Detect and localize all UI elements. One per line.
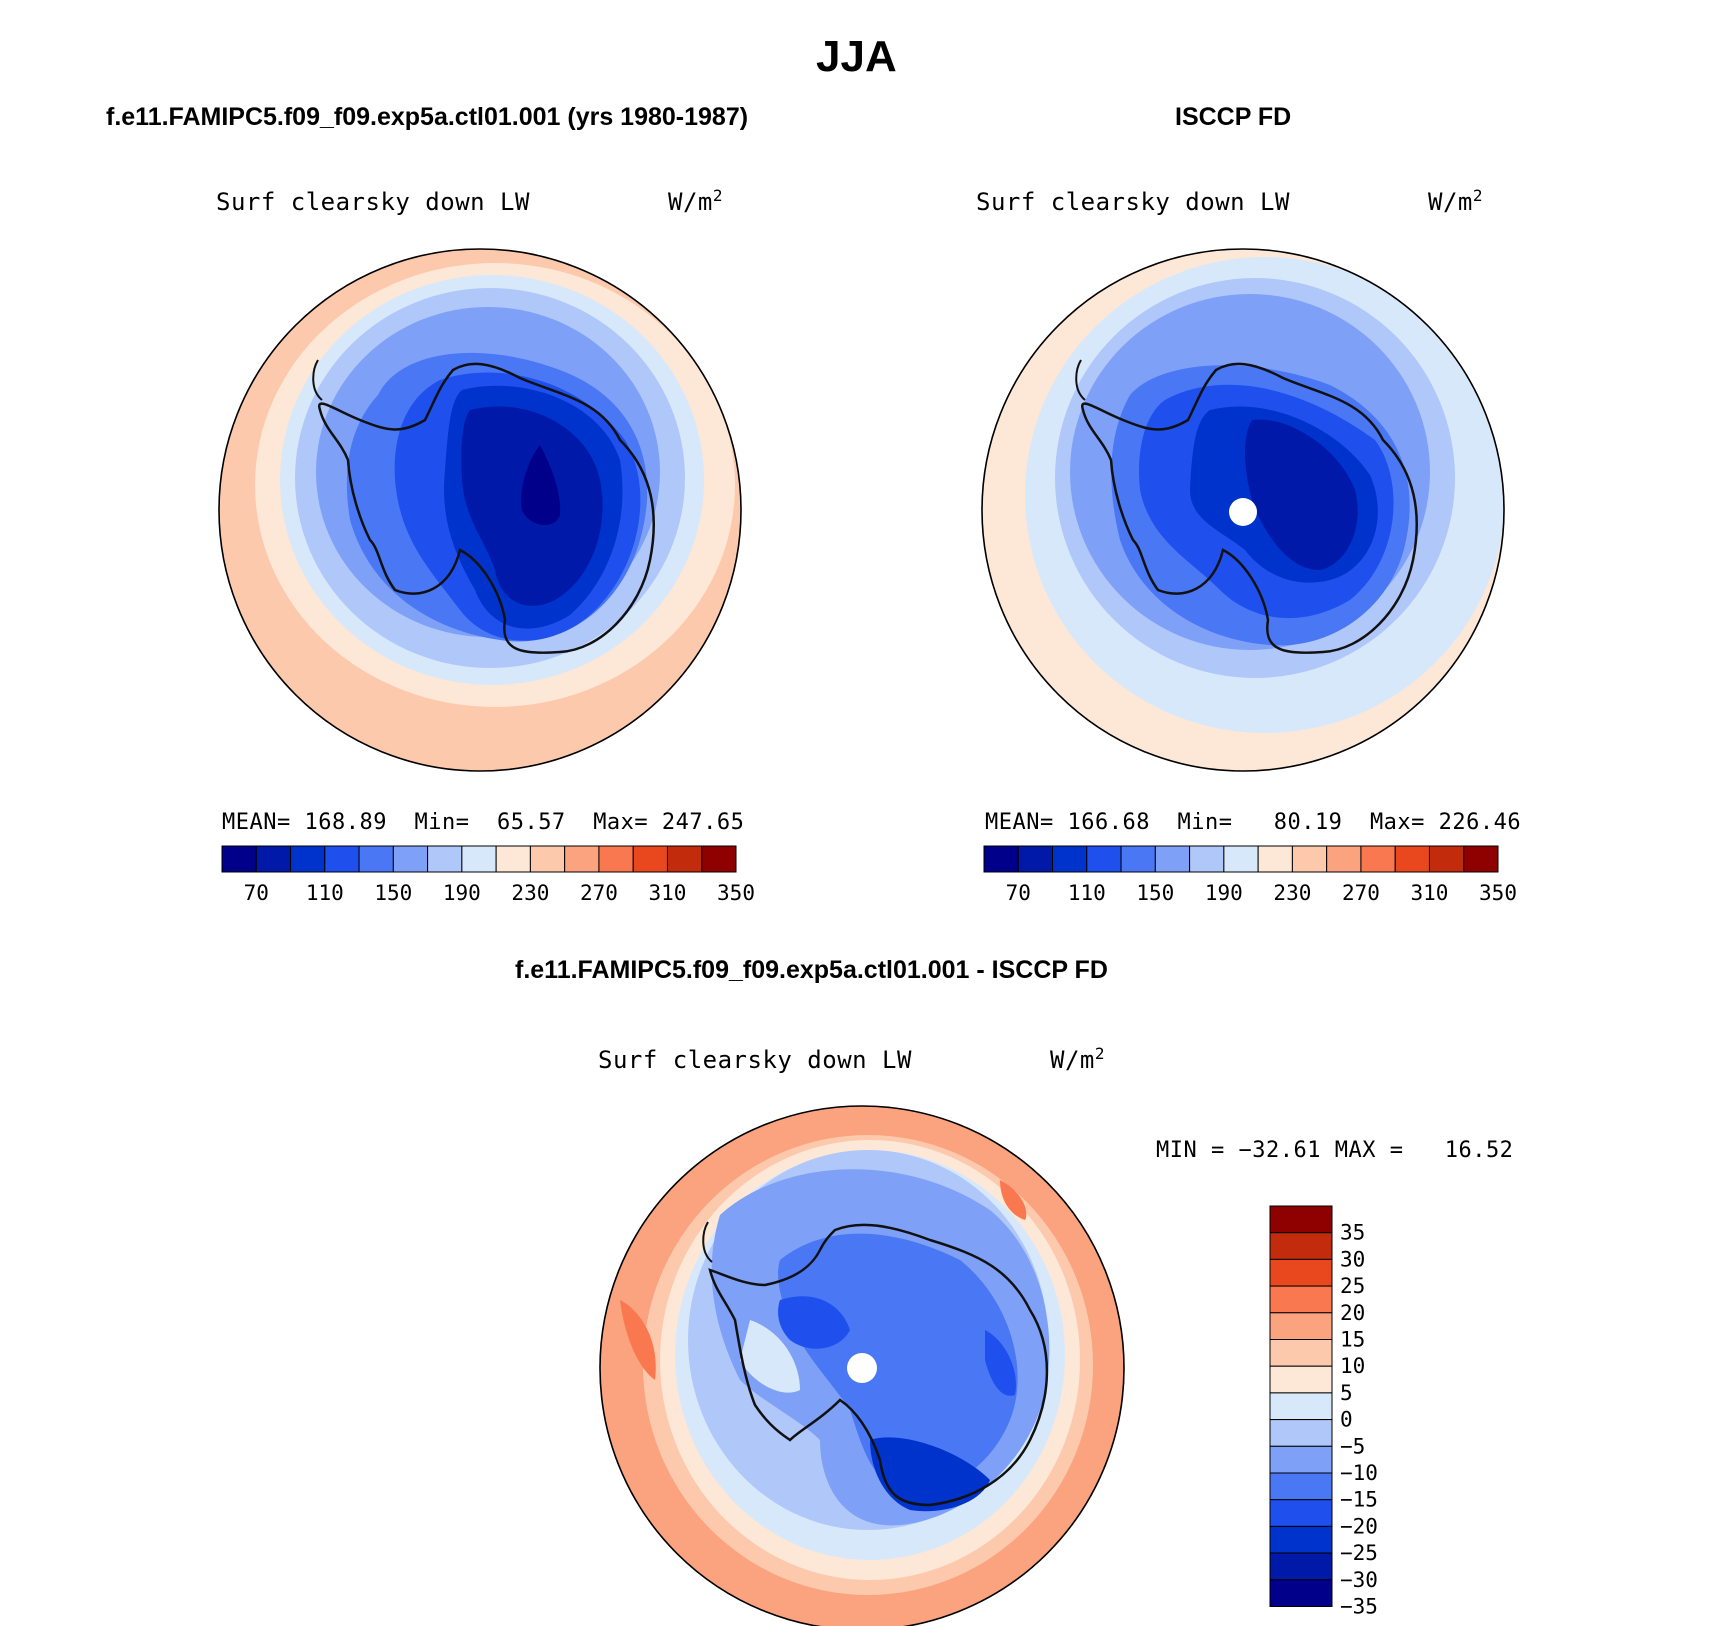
colorbar-model-swatch [598, 845, 634, 873]
colorbar-model-swatch [495, 845, 531, 873]
colorbar-model-tick-label: 190 [443, 881, 481, 905]
colorbar-diff-tick-label: −25 [1340, 1541, 1378, 1565]
colorbar-obs-tick-label: 190 [1205, 881, 1243, 905]
colorbar-obs-tick-label: 310 [1410, 881, 1448, 905]
variable-label-model: Surf clearsky down LW [216, 188, 530, 216]
colorbar-model-tick-label: 150 [374, 881, 412, 905]
colorbar-obs-swatch [983, 845, 1019, 873]
colorbar-diff-swatch [1269, 1552, 1333, 1581]
colorbar-model-tick-label: 270 [580, 881, 618, 905]
colorbar-diff-swatch [1269, 1392, 1333, 1421]
colorbar-obs-tick-label: 350 [1479, 881, 1517, 905]
colorbar-model-swatch [427, 845, 463, 873]
colorbar-model-swatch [255, 845, 292, 873]
figure-title: JJA [816, 32, 897, 81]
colorbar-diff-swatch [1269, 1472, 1333, 1501]
colorbar-model: 70 110 150 190 230 270 310 350 [221, 845, 755, 905]
colorbar-model-swatch [461, 845, 497, 873]
panel-title-model: f.e11.FAMIPC5.f09_f09.exp5a.ctl01.001 (y… [106, 103, 749, 131]
colorbar-diff-tick-label: 10 [1340, 1354, 1365, 1378]
units-label-model: W/m2 [668, 186, 723, 216]
colorbar-model-swatch [564, 845, 600, 873]
colorbar-obs-tick-label: 110 [1068, 881, 1106, 905]
stats-diff: MIN = −32.61 MAX = 16.52 [1156, 1138, 1514, 1163]
colorbar-diff-swatch [1269, 1258, 1333, 1287]
colorbar-diff-tick-label: −35 [1340, 1595, 1378, 1619]
colorbar-diff-tick-label: −20 [1340, 1514, 1378, 1538]
colorbar-obs-swatch [1017, 845, 1054, 873]
units-label-obs: W/m2 [1428, 186, 1483, 216]
colorbar-model-swatch [666, 845, 703, 873]
variable-label-obs: Surf clearsky down LW [976, 188, 1290, 216]
colorbar-obs-swatch [1052, 845, 1088, 873]
colorbar-obs-swatch [1326, 845, 1362, 873]
colorbar-diff-tick-label: 0 [1340, 1408, 1353, 1432]
colorbar-diff-swatch [1269, 1312, 1333, 1341]
colorbar-diff-swatch [1269, 1232, 1333, 1260]
colorbar-model-swatch [221, 845, 257, 873]
colorbar-obs-swatch [1086, 845, 1122, 873]
colorbar-diff-swatch [1269, 1365, 1333, 1394]
colorbar-diff-tick-label: −15 [1340, 1488, 1378, 1512]
colorbar-diff-swatch [1269, 1525, 1333, 1554]
colorbar-obs-tick-label: 230 [1273, 881, 1311, 905]
colorbar-diff-swatch [1269, 1339, 1333, 1367]
colorbar-model-tick-label: 350 [717, 881, 755, 905]
colorbar-diff-tick-label: −10 [1340, 1461, 1378, 1485]
colorbar-diff-swatch [1269, 1499, 1333, 1527]
colorbar-diff-swatch [1269, 1579, 1333, 1607]
colorbar-obs: 70 110 150 190 230 270 310 350 [983, 845, 1517, 905]
colorbar-obs-swatch [1189, 845, 1225, 873]
colorbar-diff-tick-label: 25 [1340, 1274, 1365, 1298]
colorbar-model-swatch [324, 845, 360, 873]
colorbar-diff-tick-label: 35 [1340, 1221, 1365, 1245]
units-label-diff: W/m2 [1050, 1044, 1105, 1074]
panel-title-obs: ISCCP FD [1175, 103, 1292, 131]
colorbar-obs-swatch [1257, 845, 1293, 873]
colorbar-model-swatch [701, 845, 737, 873]
colorbar-obs-swatch [1120, 845, 1156, 873]
variable-label-diff: Surf clearsky down LW [598, 1046, 912, 1074]
colorbar-diff-tick-label: 5 [1340, 1381, 1353, 1405]
colorbar-diff-tick-label: −5 [1340, 1434, 1365, 1458]
stats-model: MEAN= 168.89 Min= 65.57 Max= 247.65 [222, 810, 745, 835]
colorbar-model-swatch [392, 845, 429, 873]
colorbar-obs-tick-label: 150 [1136, 881, 1174, 905]
stats-obs: MEAN= 166.68 Min= 80.19 Max= 226.46 [985, 810, 1522, 835]
colorbar-diff-swatch [1269, 1445, 1333, 1474]
colorbar-model-tick-label: 110 [306, 881, 344, 905]
colorbar-obs-swatch [1360, 845, 1396, 873]
colorbar-diff-swatch [1269, 1205, 1333, 1234]
colorbar-obs-swatch [1154, 845, 1191, 873]
colorbar-obs-swatch [1291, 845, 1328, 873]
colorbar-diff-tick-label: 15 [1340, 1328, 1365, 1352]
colorbar-obs-tick-label: 270 [1342, 881, 1380, 905]
colorbar-model-swatch [358, 845, 394, 873]
colorbar-diff-tick-label: 30 [1340, 1247, 1365, 1271]
colorbar-obs-tick-label: 70 [1006, 881, 1031, 905]
colorbar-diff-tick-label: 20 [1340, 1301, 1365, 1325]
colorbar-diff-swatch [1269, 1285, 1333, 1314]
colorbar-model-swatch [290, 845, 326, 873]
colorbar-model-tick-label: 70 [244, 881, 269, 905]
colorbar-obs-swatch [1463, 845, 1499, 873]
colorbar-diff-swatch [1269, 1419, 1333, 1447]
colorbar-model-tick-label: 230 [511, 881, 549, 905]
colorbar-obs-swatch [1394, 845, 1430, 873]
colorbar-diff-tick-label: −30 [1340, 1568, 1378, 1592]
colorbar-model-tick-label: 310 [648, 881, 686, 905]
panel-title-diff: f.e11.FAMIPC5.f09_f09.exp5a.ctl01.001 - … [515, 956, 1108, 984]
